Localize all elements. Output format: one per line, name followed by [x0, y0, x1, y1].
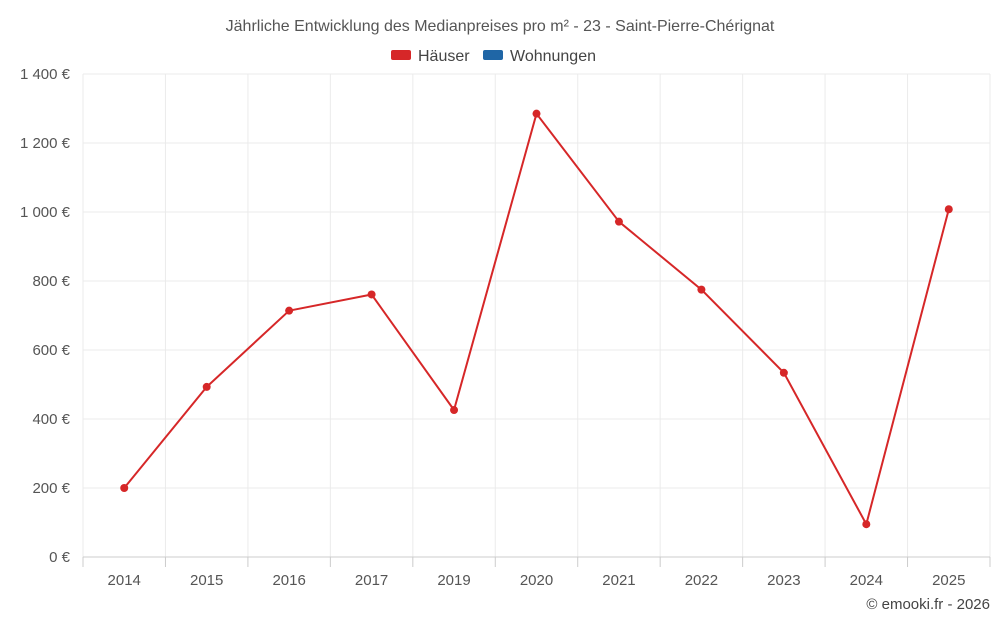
x-tick-label: 2019 — [437, 572, 470, 589]
data-point[interactable] — [532, 109, 541, 118]
legend-label-haeuser: Häuser — [418, 48, 470, 65]
y-tick-label: 800 € — [32, 273, 70, 290]
data-point[interactable] — [367, 290, 376, 299]
data-point[interactable] — [697, 285, 706, 294]
y-tick-label: 1 400 € — [20, 66, 71, 83]
data-point[interactable] — [944, 205, 953, 214]
x-tick-label: 2015 — [190, 572, 223, 589]
y-tick-label: 0 € — [49, 549, 71, 566]
y-tick-label: 1 000 € — [20, 204, 71, 221]
chart-title: Jährliche Entwicklung des Medianpreises … — [226, 18, 775, 35]
x-tick-label: 2024 — [850, 572, 883, 589]
legend-item-haeuser[interactable]: Häuser — [391, 48, 470, 65]
x-tick-label: 2016 — [272, 572, 305, 589]
x-tick-label: 2020 — [520, 572, 553, 589]
legend: Häuser Wohnungen — [391, 48, 596, 65]
y-tick-label: 200 € — [32, 480, 70, 497]
plot-area — [120, 109, 953, 529]
x-tick-label: 2014 — [108, 572, 141, 589]
credit-text: © emooki.fr - 2026 — [866, 596, 990, 613]
x-tick-label: 2017 — [355, 572, 388, 589]
legend-item-wohnungen[interactable]: Wohnungen — [483, 48, 596, 65]
x-tick-label: 2025 — [932, 572, 965, 589]
y-tick-label: 1 200 € — [20, 135, 71, 152]
data-point[interactable] — [202, 382, 211, 391]
data-point[interactable] — [285, 306, 294, 315]
data-point[interactable] — [779, 368, 788, 377]
axes: 0 € 200 € 400 € 600 € 800 € 1 000 € 1 200 € 1 4… — [20, 66, 991, 589]
legend-label-wohnungen: Wohnungen — [510, 48, 596, 65]
x-tick-label: 2023 — [767, 572, 800, 589]
y-tick-label: 400 € — [32, 411, 70, 428]
grid — [82, 73, 991, 557]
data-point[interactable] — [120, 484, 129, 492]
x-tick-label: 2022 — [685, 572, 718, 589]
data-point[interactable] — [450, 406, 459, 415]
y-tick-label: 600 € — [32, 342, 70, 359]
legend-swatch-haeuser — [391, 50, 411, 60]
x-tick-label: 2021 — [602, 572, 635, 589]
data-point[interactable] — [614, 217, 623, 226]
legend-swatch-wohnungen — [483, 50, 503, 60]
data-point[interactable] — [862, 520, 871, 529]
